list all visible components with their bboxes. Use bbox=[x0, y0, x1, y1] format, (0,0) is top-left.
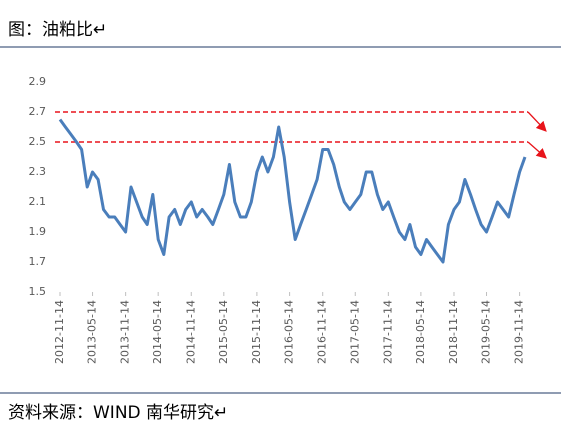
x-tick-label: 2019-05-14 bbox=[480, 300, 493, 364]
x-tick-label: 2018-11-14 bbox=[447, 300, 460, 364]
x-tick-label: 2013-05-14 bbox=[86, 300, 99, 364]
y-tick-label: 2.3 bbox=[29, 165, 47, 178]
x-tick-label: 2016-05-14 bbox=[283, 300, 296, 364]
y-tick-label: 2.9 bbox=[29, 75, 47, 88]
y-tick-label: 1.7 bbox=[29, 255, 47, 268]
x-tick-label: 2013-11-14 bbox=[119, 300, 132, 364]
x-tick-label: 2015-05-14 bbox=[217, 300, 230, 364]
y-tick-label: 2.1 bbox=[29, 195, 47, 208]
x-tick-label: 2015-11-14 bbox=[250, 300, 263, 364]
y-tick-label: 1.9 bbox=[29, 225, 47, 238]
x-tick-label: 2016-11-14 bbox=[316, 300, 329, 364]
data-line bbox=[58, 118, 527, 264]
chart-title: 图：油粕比↵ bbox=[8, 20, 107, 40]
x-tick-label: 2017-05-14 bbox=[348, 300, 361, 364]
x-tick-label: 2014-05-14 bbox=[151, 300, 164, 364]
y-tick-label: 2.7 bbox=[29, 105, 47, 118]
x-tick-label: 2012-11-14 bbox=[53, 300, 66, 364]
x-tick-label: 2017-11-14 bbox=[381, 300, 394, 364]
y-tick-label: 2.5 bbox=[29, 135, 47, 148]
x-tick-label: 2018-05-14 bbox=[414, 300, 427, 364]
arrow bbox=[527, 141, 547, 159]
y-tick-label: 1.5 bbox=[29, 285, 47, 298]
source: 资料来源：WIND 南华研究↵ bbox=[8, 403, 228, 423]
arrow bbox=[527, 111, 547, 132]
x-tick-label: 2014-11-14 bbox=[184, 300, 197, 364]
x-tick-label: 2019-11-14 bbox=[513, 300, 526, 364]
